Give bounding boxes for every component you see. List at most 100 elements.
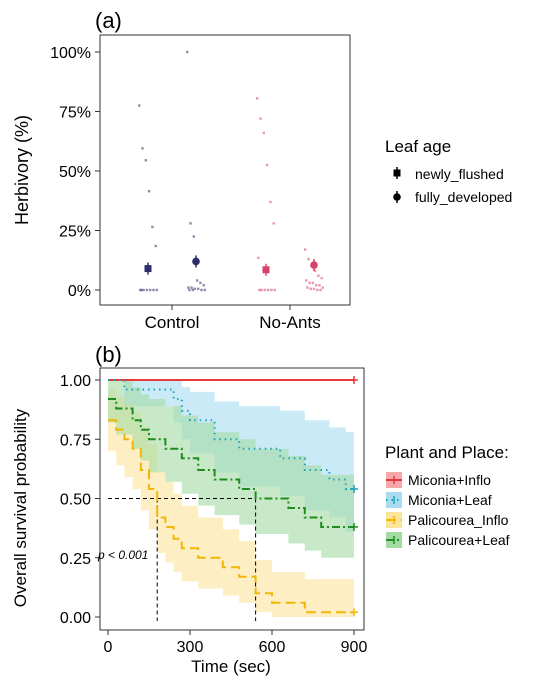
raw-point xyxy=(312,287,316,291)
survival-curves xyxy=(108,376,358,617)
y-tick-label: 50% xyxy=(59,164,91,181)
leaf-age-legend: Leaf age newly_flushed fully_developed xyxy=(385,137,512,205)
survival-plot: 0.00 0.25 0.50 0.75 1.00 0 300 600 900 p < 0.00… xyxy=(11,367,368,676)
herbivory-raw-points xyxy=(138,50,324,292)
survival-curve-palicourea-leaf xyxy=(108,397,354,528)
raw-point xyxy=(191,288,194,292)
plant-place-legend-title: Plant and Place: xyxy=(385,443,509,462)
survival-confidence-bands xyxy=(108,380,354,617)
p-value-annotation: p < 0.001 xyxy=(97,548,148,562)
legend-label-newly-flushed: newly_flushed xyxy=(415,166,504,182)
legend-label-palicourea-leaf: Palicourea+Leaf xyxy=(408,532,510,548)
raw-point xyxy=(151,225,154,229)
raw-point xyxy=(189,222,192,225)
raw-point xyxy=(145,288,149,292)
raw-point xyxy=(203,288,206,292)
survival-curve-palicourea-inflo xyxy=(108,419,354,614)
raw-point xyxy=(197,287,200,291)
leaf-age-legend-title: Leaf age xyxy=(385,137,451,156)
legend-label-miconia-inflo: Miconia+Inflo xyxy=(408,472,491,488)
raw-point xyxy=(149,288,152,292)
raw-point xyxy=(202,284,205,287)
herbivory-x-axis: Control No-Ants xyxy=(145,305,321,332)
legend-label-miconia-leaf: Miconia+Leaf xyxy=(408,492,492,508)
raw-point xyxy=(142,288,145,292)
y-tick-label: 100% xyxy=(50,45,91,62)
x-tick-label: No-Ants xyxy=(259,313,320,332)
confidence-band-palicourea-inflo xyxy=(108,389,354,617)
mean-point-square xyxy=(262,266,270,274)
raw-point xyxy=(155,288,158,292)
raw-point xyxy=(304,248,307,251)
raw-point xyxy=(319,288,322,292)
survival-x-axis: 0 300 600 900 xyxy=(104,630,368,656)
y-tick-label: 0.75 xyxy=(60,432,91,449)
square-marker-icon xyxy=(393,169,401,177)
raw-point xyxy=(147,190,151,193)
legend-item-palicourea-leaf: Palicourea+Leaf xyxy=(386,532,510,548)
raw-point xyxy=(306,286,309,289)
raw-point xyxy=(305,279,308,282)
raw-point xyxy=(269,200,272,204)
raw-point xyxy=(192,235,195,238)
raw-point xyxy=(272,222,275,225)
raw-point xyxy=(258,288,261,292)
herbivory-plot-frame xyxy=(99,34,351,306)
raw-point xyxy=(311,281,315,285)
y-tick-label: 25% xyxy=(59,224,91,241)
raw-point xyxy=(315,284,318,287)
raw-point xyxy=(262,131,265,135)
circle-marker-icon xyxy=(393,193,401,201)
legend-item-miconia-inflo: Miconia+Inflo xyxy=(386,472,491,488)
raw-point xyxy=(190,286,193,289)
raw-point xyxy=(154,244,157,248)
raw-point xyxy=(318,284,321,287)
x-tick-label: 900 xyxy=(341,639,368,656)
raw-point xyxy=(267,288,270,292)
raw-point xyxy=(320,276,323,280)
herbivory-y-axis: 0% 25% 50% 75% 100% xyxy=(50,45,100,300)
survival-median-lines xyxy=(108,498,257,621)
survival-y-axis-title: Overall survival probability xyxy=(11,408,30,607)
raw-point xyxy=(199,281,202,285)
mean-point-circle xyxy=(192,257,200,266)
raw-point xyxy=(260,288,263,292)
survival-y-axis: 0.00 0.25 0.50 0.75 1.00 xyxy=(60,373,100,627)
mean-point-square xyxy=(144,265,152,273)
mean-point-circle xyxy=(310,261,318,269)
raw-point xyxy=(317,274,320,277)
survival-x-axis-title: Time (sec) xyxy=(191,657,271,676)
x-tick-label: 0 xyxy=(104,639,113,656)
raw-point xyxy=(186,50,189,54)
herbivory-plot: 0% 25% 50% 75% 100% Control No-Ants Herbivory… xyxy=(12,34,351,332)
y-tick-label: 1.00 xyxy=(60,373,91,390)
raw-point xyxy=(187,286,190,289)
raw-point xyxy=(313,269,317,273)
legend-item-newly-flushed: newly_flushed xyxy=(393,166,504,182)
legend-label-fully-developed: fully_developed xyxy=(415,189,512,205)
raw-point xyxy=(308,281,311,285)
x-tick-label: Control xyxy=(145,313,200,332)
y-tick-label: 0.50 xyxy=(60,492,91,509)
raw-point xyxy=(263,288,267,292)
legend-item-miconia-leaf: Miconia+Leaf xyxy=(386,492,492,508)
raw-point xyxy=(193,287,197,291)
panel-b-label: (b) xyxy=(95,342,122,367)
raw-point xyxy=(188,288,191,292)
raw-point xyxy=(256,97,259,100)
panel-a-label: (a) xyxy=(95,8,122,33)
confidence-band-palicourea-leaf xyxy=(108,380,354,558)
raw-point xyxy=(265,163,269,167)
raw-point xyxy=(316,288,319,292)
raw-point xyxy=(195,279,199,282)
raw-point xyxy=(257,256,260,260)
raw-point xyxy=(140,288,143,292)
raw-point xyxy=(270,288,273,292)
raw-point xyxy=(307,257,310,261)
legend-item-palicourea-inflo: Palicourea_Inflo xyxy=(386,512,509,528)
raw-point xyxy=(200,288,203,292)
raw-point xyxy=(321,286,324,289)
x-tick-label: 600 xyxy=(259,639,286,656)
herbivory-y-axis-title: Herbivory (%) xyxy=(12,115,32,225)
